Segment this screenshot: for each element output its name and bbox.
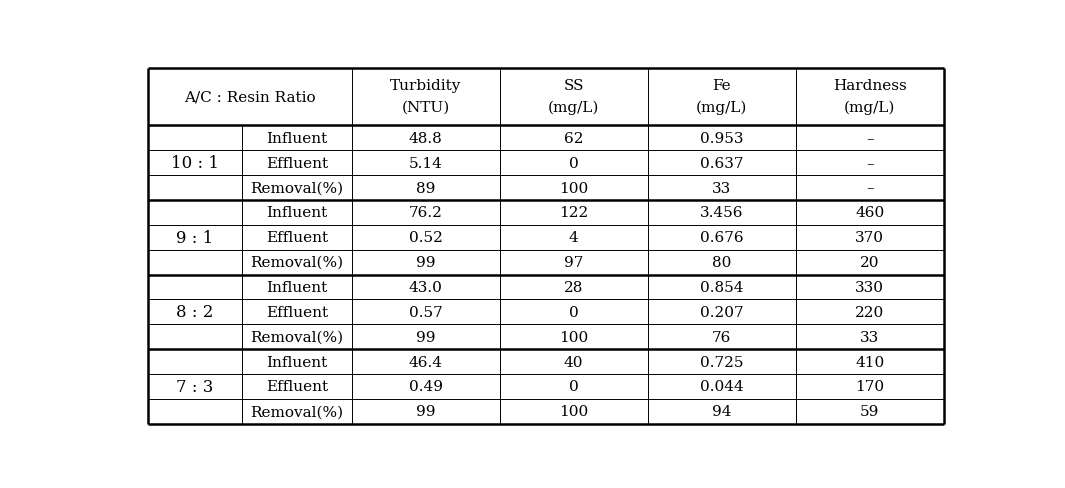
Text: 46.4: 46.4 xyxy=(409,355,443,369)
Text: 0.49: 0.49 xyxy=(409,380,443,394)
Text: Turbidity: Turbidity xyxy=(390,79,461,93)
Text: 220: 220 xyxy=(855,305,884,319)
Text: 99: 99 xyxy=(416,405,436,418)
Text: 0.725: 0.725 xyxy=(700,355,743,369)
Text: 0.637: 0.637 xyxy=(700,156,743,170)
Text: (mg/L): (mg/L) xyxy=(548,101,600,115)
Text: 0.953: 0.953 xyxy=(700,132,743,145)
Text: Effluent: Effluent xyxy=(265,380,328,394)
Text: 76: 76 xyxy=(712,330,732,344)
Text: 100: 100 xyxy=(559,405,588,418)
Text: 48.8: 48.8 xyxy=(409,132,443,145)
Text: 76.2: 76.2 xyxy=(409,206,443,220)
Text: 100: 100 xyxy=(559,181,588,195)
Text: (mg/L): (mg/L) xyxy=(695,101,748,115)
Text: –: – xyxy=(866,181,873,195)
Text: 460: 460 xyxy=(855,206,884,220)
Text: 3.456: 3.456 xyxy=(700,206,743,220)
Text: –: – xyxy=(866,156,873,170)
Text: Fe: Fe xyxy=(712,79,731,93)
Text: Hardness: Hardness xyxy=(833,79,906,93)
Text: Effluent: Effluent xyxy=(265,156,328,170)
Text: Influent: Influent xyxy=(266,355,327,369)
Text: 0: 0 xyxy=(569,380,578,394)
Text: 8 : 2: 8 : 2 xyxy=(176,304,214,321)
Text: 89: 89 xyxy=(416,181,436,195)
Text: 7 : 3: 7 : 3 xyxy=(176,378,214,395)
Text: 0.52: 0.52 xyxy=(409,231,443,245)
Text: 28: 28 xyxy=(564,281,584,294)
Text: A/C : Resin Ratio: A/C : Resin Ratio xyxy=(184,91,315,104)
Text: 330: 330 xyxy=(855,281,884,294)
Text: Removal(%): Removal(%) xyxy=(250,330,343,344)
Text: 94: 94 xyxy=(711,405,732,418)
Text: SS: SS xyxy=(563,79,584,93)
Text: 59: 59 xyxy=(859,405,880,418)
Text: Influent: Influent xyxy=(266,132,327,145)
Text: 10 : 1: 10 : 1 xyxy=(170,155,219,172)
Text: Effluent: Effluent xyxy=(265,305,328,319)
Text: 20: 20 xyxy=(859,256,880,269)
Text: 40: 40 xyxy=(563,355,584,369)
Text: Removal(%): Removal(%) xyxy=(250,405,343,418)
Text: 0.854: 0.854 xyxy=(700,281,743,294)
Text: 0.676: 0.676 xyxy=(700,231,743,245)
Text: 170: 170 xyxy=(855,380,884,394)
Text: Influent: Influent xyxy=(266,281,327,294)
Text: 43.0: 43.0 xyxy=(409,281,443,294)
Text: 0: 0 xyxy=(569,156,578,170)
Text: 99: 99 xyxy=(416,330,436,344)
Text: 33: 33 xyxy=(861,330,880,344)
Text: 122: 122 xyxy=(559,206,588,220)
Text: 80: 80 xyxy=(712,256,732,269)
Text: Effluent: Effluent xyxy=(265,231,328,245)
Text: 410: 410 xyxy=(855,355,884,369)
Text: Removal(%): Removal(%) xyxy=(250,256,343,269)
Text: 99: 99 xyxy=(416,256,436,269)
Text: Removal(%): Removal(%) xyxy=(250,181,343,195)
Text: 100: 100 xyxy=(559,330,588,344)
Text: 5.14: 5.14 xyxy=(409,156,443,170)
Text: (NTU): (NTU) xyxy=(402,101,449,115)
Text: Influent: Influent xyxy=(266,206,327,220)
Text: 33: 33 xyxy=(712,181,732,195)
Text: 0.044: 0.044 xyxy=(700,380,743,394)
Text: 97: 97 xyxy=(564,256,584,269)
Text: –: – xyxy=(866,132,873,145)
Text: 62: 62 xyxy=(563,132,584,145)
Text: 0.57: 0.57 xyxy=(409,305,443,319)
Text: 4: 4 xyxy=(569,231,578,245)
Text: 370: 370 xyxy=(855,231,884,245)
Text: 9 : 1: 9 : 1 xyxy=(177,229,214,246)
Text: 0: 0 xyxy=(569,305,578,319)
Text: (mg/L): (mg/L) xyxy=(843,101,896,115)
Text: 0.207: 0.207 xyxy=(700,305,743,319)
